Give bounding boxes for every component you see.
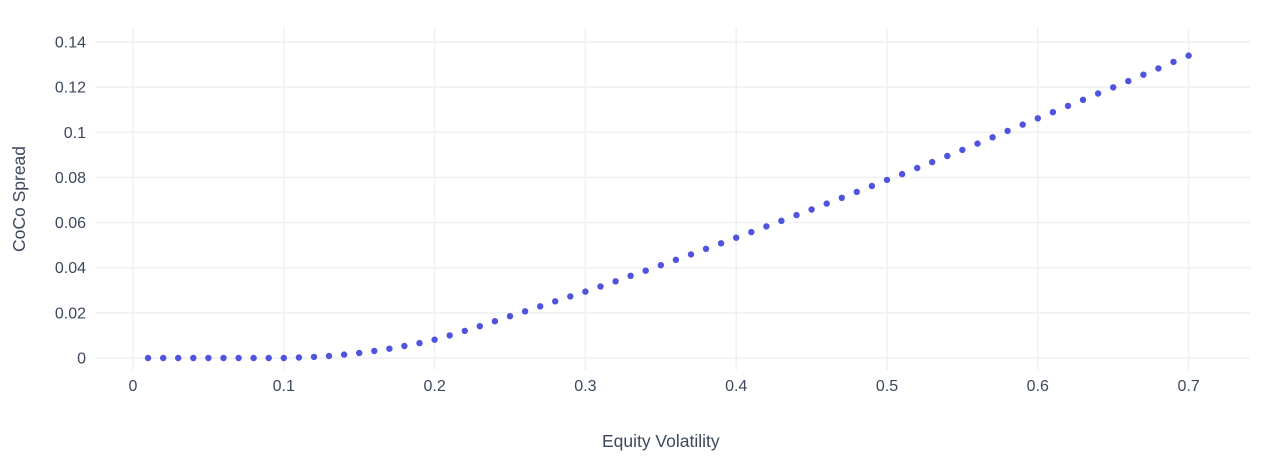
data-point	[1079, 96, 1087, 104]
data-point	[989, 134, 996, 141]
data-point	[491, 318, 499, 325]
data-point	[582, 288, 589, 295]
data-point	[672, 256, 680, 263]
data-point	[914, 164, 921, 172]
data-point	[431, 336, 438, 343]
data-point	[793, 211, 800, 219]
data-point	[461, 327, 468, 335]
data-point	[1049, 109, 1057, 116]
data-point	[250, 354, 257, 362]
data-point	[823, 200, 830, 207]
x-tick-label: 0.5	[876, 378, 898, 395]
data-point	[687, 251, 695, 258]
y-tick-label: 0.1	[64, 125, 86, 142]
data-point	[853, 188, 860, 196]
data-point	[386, 345, 393, 352]
data-point	[552, 298, 559, 305]
data-point	[748, 228, 755, 236]
data-point	[763, 223, 770, 230]
data-point	[733, 234, 740, 241]
x-tick-label: 0.7	[1177, 378, 1199, 395]
data-point	[340, 351, 348, 358]
data-point	[537, 303, 544, 310]
data-point	[808, 206, 815, 213]
data-point	[1125, 77, 1132, 85]
gridlines	[95, 28, 1250, 370]
data-point	[1019, 121, 1026, 128]
data-point	[280, 354, 287, 362]
data-point	[160, 354, 167, 362]
data-point	[1140, 71, 1147, 78]
data-point	[1170, 58, 1177, 66]
data-point	[898, 170, 906, 178]
data-point	[371, 347, 378, 355]
y-tick-label: 0.14	[55, 35, 86, 52]
data-point	[401, 342, 408, 350]
data-point	[295, 354, 303, 361]
data-point	[190, 354, 197, 362]
data-point	[1004, 127, 1011, 135]
data-point	[265, 354, 272, 362]
data-point	[567, 293, 574, 300]
data-point	[205, 354, 212, 362]
data-point	[476, 323, 483, 330]
x-tick-label: 0.3	[574, 378, 596, 395]
data-point	[717, 240, 725, 247]
data-point	[868, 182, 876, 190]
data-point	[702, 245, 710, 252]
x-tick-label: 0.4	[725, 378, 747, 395]
x-axis-tick-labels: 0 0.1 0.2 0.3 0.4 0.5 0.6 0.7	[129, 378, 1200, 395]
y-tick-label: 0.12	[55, 80, 86, 97]
x-tick-label: 0	[129, 378, 138, 395]
data-point	[929, 158, 936, 166]
scatter-points	[144, 52, 1192, 362]
data-point	[144, 354, 152, 362]
data-point	[642, 267, 649, 274]
data-point	[1185, 52, 1192, 59]
x-tick-label: 0.6	[1027, 378, 1049, 395]
y-tick-label: 0.08	[55, 170, 86, 187]
data-point	[627, 272, 634, 279]
data-point	[597, 283, 604, 290]
data-point	[446, 332, 453, 339]
data-point	[416, 339, 423, 347]
data-point	[657, 262, 664, 269]
x-axis-title: Equity Volatility	[602, 431, 720, 451]
data-point	[778, 217, 785, 224]
data-point	[974, 140, 981, 147]
y-tick-label: 0.04	[55, 260, 86, 277]
data-point	[944, 152, 951, 160]
y-tick-label: 0.02	[55, 305, 86, 322]
data-point	[356, 349, 363, 357]
y-tick-label: 0.06	[55, 215, 86, 232]
y-tick-label: 0	[77, 351, 86, 368]
data-point	[1034, 115, 1042, 122]
y-axis-tick-labels: 0 0.02 0.04 0.06 0.08 0.1 0.12 0.14	[55, 35, 86, 368]
data-point	[959, 146, 966, 154]
data-point	[838, 194, 845, 201]
data-point	[235, 354, 242, 362]
data-point	[521, 308, 529, 315]
data-point	[325, 352, 333, 360]
data-point	[310, 353, 318, 361]
x-tick-label: 0.1	[273, 378, 295, 395]
data-point	[1094, 90, 1102, 97]
x-tick-label: 0.2	[423, 378, 445, 395]
data-point	[1110, 84, 1117, 91]
data-point	[220, 354, 227, 362]
data-point	[175, 354, 182, 362]
data-point	[1064, 102, 1072, 110]
data-point	[612, 278, 619, 285]
data-point	[883, 176, 891, 184]
data-point	[1155, 65, 1162, 72]
data-point	[506, 313, 514, 320]
y-axis-title: CoCo Spread	[9, 146, 29, 252]
